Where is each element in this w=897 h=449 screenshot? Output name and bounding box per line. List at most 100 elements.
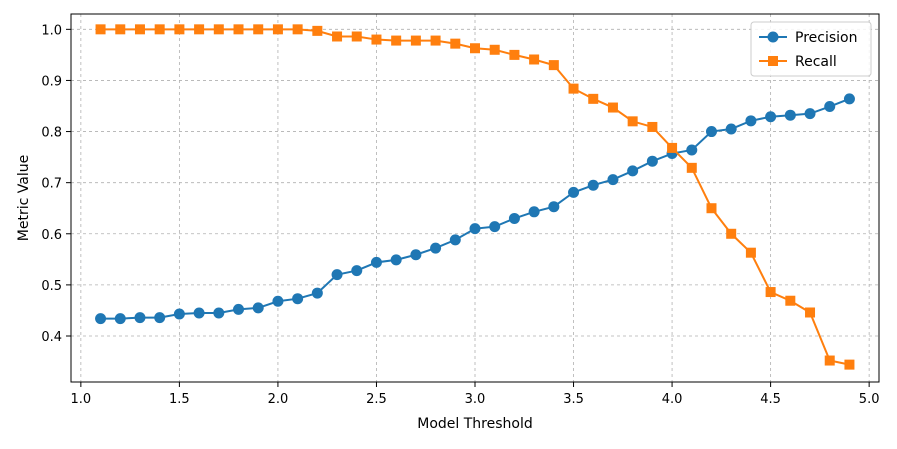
precision-point (568, 186, 580, 198)
precision-point (292, 293, 304, 305)
precision-point (489, 221, 501, 233)
recall-point (667, 142, 678, 153)
legend: Precision Recall (750, 21, 872, 77)
precision-point (193, 307, 205, 319)
recall-point (292, 24, 303, 35)
recall-point (706, 203, 717, 214)
precision-point (430, 242, 442, 254)
recall-point (174, 24, 185, 35)
recall-point (430, 35, 441, 46)
recall-point (529, 54, 540, 65)
recall-point (548, 60, 559, 71)
y-tick-label: 0.6 (41, 228, 62, 243)
x-tick-label: 2.5 (366, 392, 387, 407)
recall-point (785, 295, 796, 306)
recall-point (194, 24, 205, 35)
precision-point (134, 312, 146, 324)
x-tick-label: 3.5 (563, 392, 584, 407)
recall-point (627, 116, 638, 127)
recall-point (470, 43, 480, 54)
recall-point (805, 307, 816, 318)
precision-point (607, 174, 619, 186)
precision-point (646, 155, 658, 167)
recall-point (509, 49, 520, 60)
recall-point (391, 35, 402, 46)
precision-point (390, 254, 402, 266)
recall-point (371, 34, 382, 45)
recall-point (95, 24, 106, 35)
precision-point (627, 165, 639, 177)
recall-point (450, 38, 461, 49)
precision-point (114, 313, 126, 325)
precision-point (410, 249, 422, 261)
legend-label-recall: Recall (795, 54, 837, 70)
precision-point (804, 108, 816, 120)
legend-item-recall: Recall (759, 54, 837, 70)
recall-point (154, 24, 165, 35)
precision-point (469, 223, 481, 235)
precision-point (705, 126, 717, 138)
legend-marker-precision (767, 31, 779, 43)
legend-label-precision: Precision (795, 30, 857, 46)
recall-point (351, 31, 362, 42)
precision-point (213, 307, 225, 319)
y-tick-label: 0.7 (41, 177, 62, 192)
y-tick-label: 0.5 (41, 279, 62, 294)
recall-point (765, 287, 776, 298)
precision-point (843, 93, 855, 105)
recall-point (332, 31, 343, 42)
precision-point (95, 313, 107, 325)
recall-point (686, 162, 697, 173)
precision-point (370, 256, 382, 268)
precision-point (548, 201, 560, 213)
y-tick-label: 0.9 (41, 74, 62, 89)
precision-point (528, 206, 540, 218)
x-tick-label: 4.5 (760, 392, 781, 407)
precision-point (154, 312, 166, 324)
recall-point (647, 121, 658, 132)
y-tick-label: 1.0 (41, 23, 62, 38)
x-tick-label: 5.0 (859, 392, 880, 407)
recall-point (745, 247, 756, 258)
precision-point (311, 287, 323, 299)
x-tick-label: 1.5 (169, 392, 190, 407)
x-tick-label: 1.0 (71, 392, 92, 407)
precision-point (784, 109, 796, 121)
precision-point (725, 123, 737, 135)
recall-point (253, 24, 264, 35)
precision-point (351, 265, 363, 277)
precision-point (745, 115, 757, 127)
recall-point (489, 44, 500, 55)
legend-box (750, 21, 872, 77)
recall-series (95, 24, 855, 370)
precision-point (233, 303, 245, 315)
precision-point (508, 212, 520, 224)
x-tick-label: 4.0 (662, 392, 683, 407)
x-tick-label: 3.0 (465, 392, 486, 407)
x-axis-label: Model Threshold (417, 416, 532, 432)
precision-point (252, 302, 264, 314)
precision-point (824, 101, 836, 113)
precision-point (331, 269, 343, 281)
recall-point (607, 102, 618, 113)
recall-point (824, 355, 835, 366)
recall-point (568, 83, 579, 94)
y-tick-label: 0.8 (41, 126, 62, 141)
x-axis: 1.0 1.5 2.0 2.5 3.0 3.5 4.0 4.5 5.0 (71, 382, 880, 407)
precision-series (95, 93, 855, 325)
recall-point (588, 93, 599, 104)
recall-point (134, 24, 145, 35)
legend-marker-recall (768, 56, 778, 66)
y-tick-label: 0.4 (41, 330, 62, 345)
y-axis-label: Metric Value (16, 155, 32, 241)
recall-point (115, 24, 126, 35)
recall-point (272, 24, 283, 35)
precision-point (587, 179, 599, 191)
precision-point (686, 144, 698, 156)
recall-point (233, 24, 244, 35)
recall-point (410, 35, 421, 46)
x-tick-label: 2.0 (268, 392, 289, 407)
precision-point (173, 308, 185, 320)
legend-item-precision: Precision (759, 30, 857, 46)
